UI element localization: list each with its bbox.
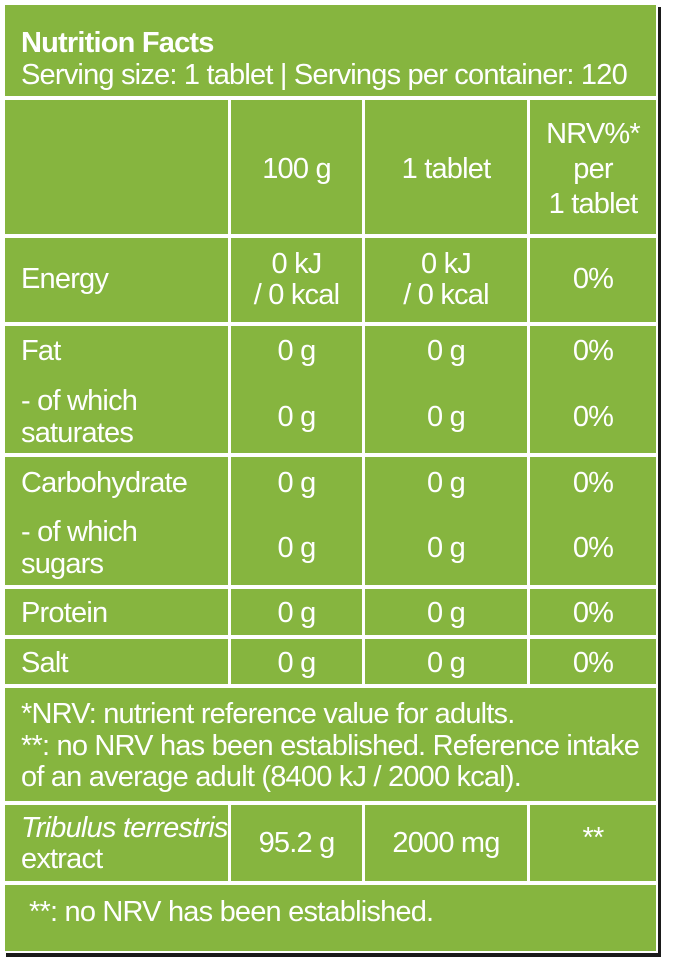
column-divider-3	[527, 100, 530, 684]
table-end-rule	[5, 684, 656, 688]
carbohydrate-tablet: 0 g	[427, 467, 466, 499]
sugars-label-line2: sugars	[21, 548, 104, 580]
nutrition-facts-title: Nutrition Facts	[21, 27, 214, 59]
salt-tablet: 0 g	[427, 647, 466, 679]
carbohydrate-group-rule	[5, 585, 656, 589]
active-divider-3	[527, 805, 530, 881]
active-divider-1	[228, 805, 231, 881]
saturates-label-line2: saturates	[21, 417, 134, 449]
salt-label: Salt	[21, 647, 69, 679]
column-header-tablet: 1 tablet	[401, 153, 492, 185]
protein-label: Protein	[21, 597, 108, 629]
footnote-rule	[5, 801, 656, 805]
active-ingredient-rule	[5, 881, 656, 885]
saturates-nrv: 0%	[572, 401, 614, 433]
saturates-label-line1: - of which	[21, 385, 138, 417]
fat-tablet: 0 g	[427, 335, 466, 367]
fat-nrv: 0%	[572, 335, 614, 367]
column-header-nrv-line2: per	[573, 153, 613, 185]
footnote-line1: *NRV: nutrient reference value for adult…	[21, 698, 515, 730]
protein-100g: 0 g	[277, 597, 317, 629]
energy-tablet-kcal: / 0 kcal	[403, 279, 489, 311]
header-rule	[5, 96, 656, 100]
energy-rule	[5, 322, 656, 326]
energy-tablet-kj: 0 kJ	[421, 248, 472, 280]
fat-100g: 0 g	[277, 335, 317, 367]
energy-label: Energy	[21, 263, 109, 295]
energy-nrv: 0%	[572, 263, 614, 295]
fat-label: Fat	[21, 335, 61, 367]
active-ingredient-form: extract	[21, 843, 103, 875]
column-header-rule	[5, 234, 656, 238]
sugars-100g: 0 g	[277, 532, 317, 564]
column-divider-2	[362, 100, 365, 684]
bottom-note: **: no NRV has been established.	[29, 896, 434, 928]
protein-tablet: 0 g	[427, 597, 466, 629]
column-divider-1	[228, 100, 231, 684]
active-ingredient-name: Tribulus terrestris	[21, 812, 228, 844]
carbohydrate-nrv: 0%	[572, 467, 614, 499]
fat-group-rule	[5, 453, 656, 457]
carbohydrate-label: Carbohydrate	[21, 467, 188, 499]
salt-100g: 0 g	[277, 647, 317, 679]
sugars-label-line1: - of which	[21, 516, 138, 548]
saturates-tablet: 0 g	[427, 401, 466, 433]
active-ingredient-tablet: 2000 mg	[392, 827, 500, 859]
protein-nrv: 0%	[572, 597, 614, 629]
active-ingredient-nrv: **	[582, 822, 605, 854]
active-ingredient-100g: 95.2 g	[258, 827, 336, 859]
energy-100g-kj: 0 kJ	[271, 248, 323, 280]
salt-nrv: 0%	[572, 647, 614, 679]
energy-100g-kcal: / 0 kcal	[253, 279, 340, 311]
column-header-100g: 100 g	[262, 153, 331, 185]
saturates-100g: 0 g	[277, 401, 317, 433]
serving-info: Serving size: 1 tablet | Servings per co…	[21, 59, 628, 91]
footnote-line2: **: no NRV has been established. Referen…	[21, 730, 640, 762]
nutrition-facts-panel: Nutrition Facts Serving size: 1 tablet |…	[3, 3, 658, 953]
sugars-tablet: 0 g	[427, 532, 466, 564]
footnote-line3: of an average adult (8400 kJ / 2000 kcal…	[21, 761, 522, 793]
active-divider-2	[362, 805, 365, 881]
sugars-nrv: 0%	[572, 532, 614, 564]
column-header-nrv-line3: 1 tablet	[548, 188, 639, 220]
column-header-nrv-line1: NRV%*	[546, 118, 641, 150]
protein-rule	[5, 635, 656, 639]
carbohydrate-100g: 0 g	[277, 467, 317, 499]
